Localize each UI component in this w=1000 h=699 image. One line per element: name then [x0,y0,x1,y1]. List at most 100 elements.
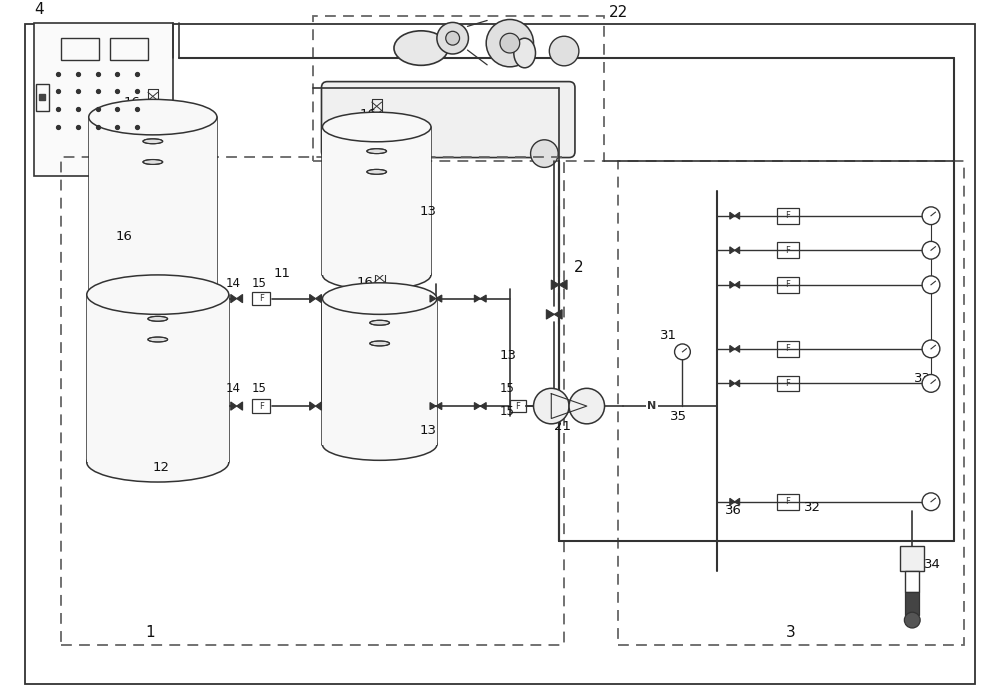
Text: 15: 15 [500,382,515,395]
Bar [777,494,799,510]
Polygon shape [735,247,740,254]
Text: F: F [786,345,790,354]
Bar [777,375,799,391]
Ellipse shape [394,31,448,65]
Polygon shape [546,310,562,319]
Text: 21: 21 [554,419,571,433]
Circle shape [500,34,520,53]
Ellipse shape [370,320,390,325]
Ellipse shape [87,442,229,482]
Polygon shape [316,294,321,303]
Polygon shape [237,402,243,410]
Bar [905,571,919,593]
Text: 15: 15 [500,405,515,418]
Circle shape [486,20,534,67]
Bar [110,38,148,60]
Text: 14: 14 [226,382,241,395]
Text: F: F [786,379,790,388]
Polygon shape [735,281,740,288]
Text: 16: 16 [360,108,377,121]
Polygon shape [474,295,486,302]
Circle shape [534,389,569,424]
Text: 1: 1 [145,625,155,640]
Ellipse shape [322,260,431,289]
Polygon shape [474,403,486,410]
Text: 36: 36 [725,503,742,517]
Text: F: F [786,497,790,506]
Text: 34: 34 [924,558,941,571]
Text: F: F [259,294,264,303]
Text: 13: 13 [419,424,436,437]
Polygon shape [730,380,735,387]
Ellipse shape [89,291,217,327]
Text: 13: 13 [500,349,517,361]
Ellipse shape [367,169,387,174]
Text: 15: 15 [251,382,266,395]
Text: 4: 4 [34,1,44,17]
Bar [89,117,217,310]
Polygon shape [735,212,740,219]
Polygon shape [231,294,237,303]
Text: 16: 16 [357,275,374,289]
FancyBboxPatch shape [321,82,575,157]
Polygon shape [735,380,740,387]
Ellipse shape [148,317,168,322]
Text: 2: 2 [574,260,584,275]
Polygon shape [730,212,735,219]
Circle shape [922,340,940,358]
Text: 15: 15 [251,277,266,289]
Text: 14: 14 [226,277,241,289]
Text: 32: 32 [804,500,821,514]
Circle shape [437,22,468,54]
Polygon shape [735,498,740,505]
Bar [777,243,799,258]
Circle shape [922,241,940,259]
Polygon shape [551,280,567,289]
Text: F: F [786,211,790,220]
Circle shape [531,140,558,167]
Bar [618,161,964,644]
Bar [61,157,564,644]
Text: F: F [786,246,790,254]
Polygon shape [430,403,442,410]
Ellipse shape [87,275,229,315]
Text: 11: 11 [273,267,290,280]
Text: 35: 35 [670,410,687,423]
Polygon shape [430,295,442,302]
Circle shape [922,207,940,224]
Text: F: F [515,402,520,410]
Bar [777,208,799,224]
Circle shape [569,389,605,424]
Polygon shape [316,402,321,410]
Circle shape [922,276,940,294]
Ellipse shape [370,341,390,346]
Circle shape [922,375,940,392]
Bar [252,291,270,305]
Text: F: F [786,280,790,289]
Text: 13: 13 [419,205,436,217]
Text: 12: 12 [153,461,170,474]
Polygon shape [730,498,735,505]
Bar [777,341,799,356]
Text: F: F [259,402,264,410]
Text: N: N [647,401,657,411]
Text: 33: 33 [914,373,931,385]
Polygon shape [310,402,316,410]
Circle shape [338,140,366,167]
Circle shape [904,612,920,628]
Ellipse shape [89,99,217,135]
Polygon shape [231,402,237,410]
Circle shape [446,31,460,45]
Bar [322,127,431,275]
Ellipse shape [148,337,168,342]
Polygon shape [730,281,735,288]
Bar [313,15,604,161]
Ellipse shape [367,149,387,154]
Ellipse shape [143,159,163,164]
Bar [34,24,173,176]
Bar [777,277,799,293]
Bar [61,38,99,60]
Bar [36,84,49,111]
Polygon shape [735,345,740,352]
Polygon shape [310,294,316,303]
